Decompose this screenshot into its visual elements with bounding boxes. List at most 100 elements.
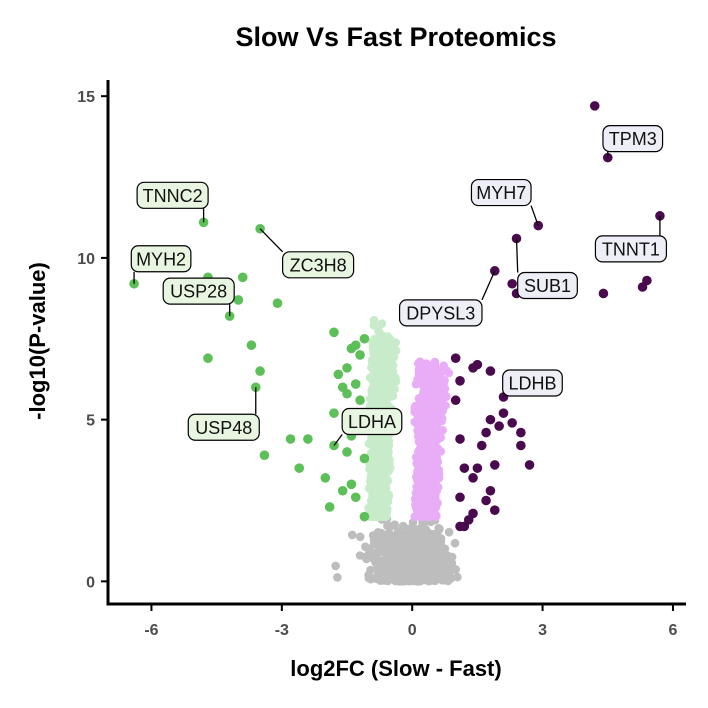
slow-nonsig-point: [375, 328, 384, 337]
gene-label-myh7: MYH7: [470, 178, 539, 226]
slow-sig-point: [324, 502, 335, 512]
nonsig-point: [385, 522, 395, 532]
slow-sig-point: [285, 434, 296, 444]
fast-sig-point: [472, 359, 483, 370]
fast-sig-point: [450, 353, 461, 363]
label-text: USP28: [170, 282, 227, 302]
nonsig-point: [391, 576, 400, 586]
fast-sig-point: [598, 288, 609, 299]
label-text: TPM3: [609, 129, 657, 149]
fast-nonsig-point: [437, 392, 447, 402]
nonsig-point: [347, 530, 357, 540]
slow-sig-point: [237, 272, 248, 283]
slow-sig-point: [333, 369, 344, 380]
slow-nonsig-point: [379, 471, 388, 480]
nonsig-point: [400, 573, 410, 583]
slow-sig-point: [233, 295, 244, 305]
slow-nonsig-point: [387, 373, 396, 383]
slow-nonsig-point: [385, 455, 394, 464]
fast-sig-point: [524, 460, 535, 470]
fast-sig-point: [455, 492, 465, 503]
label-leader-line: [530, 205, 539, 226]
label-text: TNNC2: [143, 186, 203, 206]
fast-sig-point: [455, 521, 465, 532]
ticks: -6 -3 0 3 6 0 5 10 15: [77, 89, 677, 639]
fast-nonsig-point: [428, 508, 438, 518]
slow-sig-point: [294, 463, 305, 473]
x-tick-label: 6: [669, 622, 678, 639]
fast-sig-point: [468, 473, 478, 483]
nonsig-point: [422, 557, 431, 566]
x-tick-label: -3: [275, 622, 289, 639]
nonsig-point: [415, 539, 425, 548]
label-box: [502, 369, 563, 397]
slow-nonsig-point: [376, 371, 386, 381]
fast-nonsig-point: [430, 361, 440, 371]
slow-nonsig-point: [391, 346, 401, 355]
nonsig-point: [431, 547, 441, 556]
fast-nonsig-point: [436, 376, 446, 385]
nonsig-point: [433, 555, 443, 564]
label-leader-line: [481, 270, 496, 301]
axes: [106, 80, 686, 606]
gene-label-sub1: SUB1: [515, 238, 578, 300]
label-text: SUB1: [524, 276, 571, 296]
slow-nonsig-point: [366, 394, 375, 403]
slow-sig-point: [342, 447, 352, 457]
slow-sig-point: [320, 473, 331, 483]
slow-nonsig-point: [378, 487, 388, 496]
fast-nonsig-point: [423, 456, 433, 466]
slow-nonsig-point: [377, 319, 387, 328]
nonsig-point: [450, 538, 460, 548]
nonsig-point: [396, 566, 405, 576]
fast-sig-point: [481, 495, 491, 506]
label-text: MYH2: [136, 249, 186, 269]
nonsig-point: [384, 528, 394, 538]
slow-nonsig-point: [372, 363, 381, 373]
slow-nonsig-point: [385, 382, 394, 392]
slow-sig-point: [329, 327, 339, 338]
nonsig-point: [372, 564, 382, 574]
slow-sig-point: [272, 298, 283, 308]
slow-sig-point: [259, 450, 270, 461]
label-box: [130, 245, 192, 273]
fast-sig-point: [472, 463, 483, 473]
fast-sig-point: [485, 485, 496, 496]
fast-sig-point: [637, 282, 648, 292]
nonsig-point: [376, 547, 386, 556]
slow-nonsig-point: [369, 315, 379, 325]
fast-nonsig-point: [419, 463, 428, 473]
label-leader-line: [515, 238, 519, 273]
slow-sig-point: [359, 511, 370, 522]
fast-sig-point: [489, 460, 500, 470]
slow-nonsig-point: [375, 352, 384, 361]
fast-nonsig-point: [425, 391, 435, 401]
slow-sig-point: [246, 340, 257, 351]
slow-sig-point: [255, 366, 265, 376]
y-tick-label: 10: [77, 251, 95, 268]
slow-sig-point: [303, 434, 313, 444]
label-box: [162, 277, 235, 305]
fast-sig-point: [498, 408, 509, 418]
nonsig-point: [331, 561, 340, 571]
x-axis-label: log2FC (Slow - Fast): [290, 656, 501, 681]
fast-nonsig-point: [431, 431, 441, 440]
slow-nonsig-point: [381, 446, 390, 456]
label-text: USP48: [195, 418, 252, 438]
x-tick-label: 3: [538, 622, 547, 639]
fast-nonsig-point: [430, 490, 440, 500]
label-box: [136, 181, 209, 209]
fast-nonsig-point: [429, 399, 439, 409]
slow-nonsig-point: [374, 336, 384, 346]
nonsig-point: [420, 571, 430, 580]
nonsig-point: [428, 576, 438, 585]
slow-nonsig-point: [376, 512, 386, 521]
fast-nonsig-point: [417, 373, 426, 382]
fast-sig-point: [507, 418, 517, 428]
slow-sig-point: [355, 395, 365, 406]
chart-title: Slow Vs Fast Proteomics: [235, 22, 556, 52]
fast-sig-point: [516, 440, 526, 451]
slow-sig-point: [342, 363, 352, 373]
nonsig-point: [443, 566, 453, 576]
